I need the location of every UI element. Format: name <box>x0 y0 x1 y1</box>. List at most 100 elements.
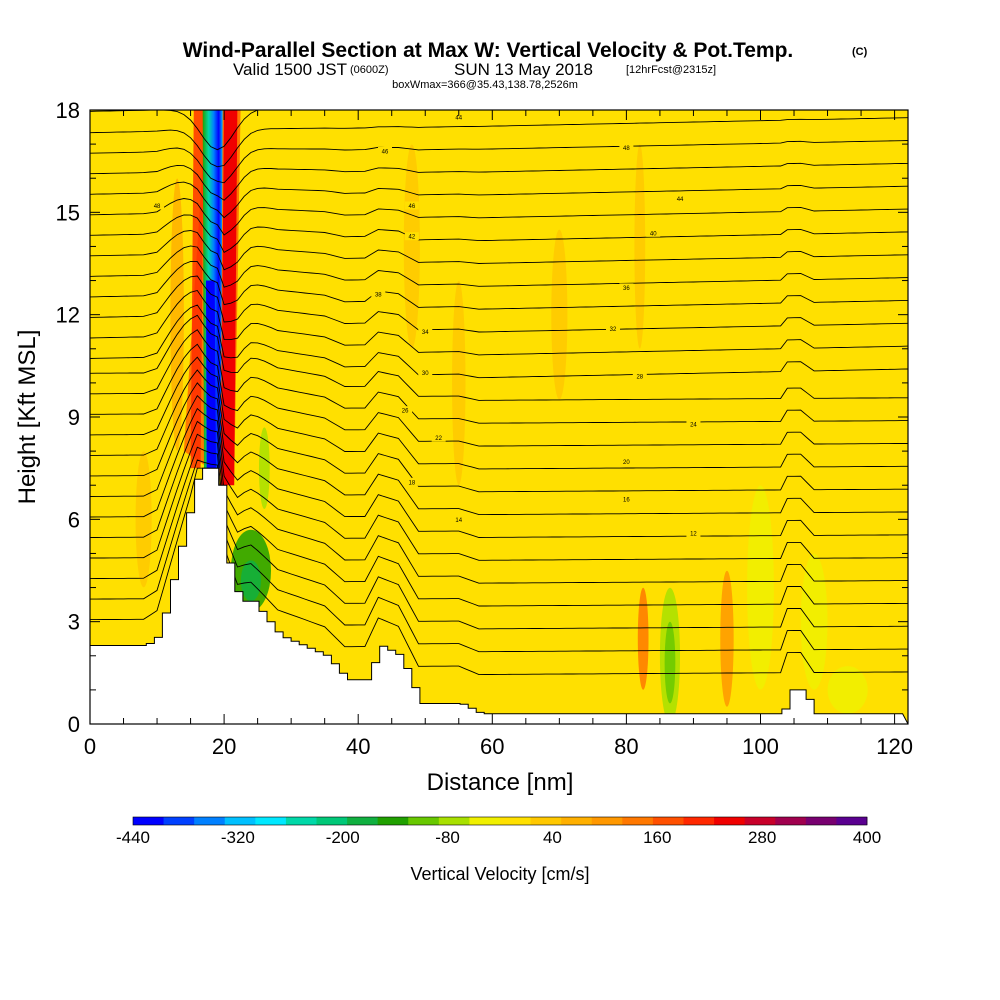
isentrope-label: 46 <box>404 201 419 210</box>
isentrope-label-text: 48 <box>623 146 630 152</box>
colorbar-swatch <box>714 817 746 825</box>
isentrope-label-bg <box>632 372 647 381</box>
isentrope-label-bg <box>398 406 413 415</box>
isentrope-label-text: 36 <box>623 286 630 292</box>
isentrope-label-bg <box>451 515 466 524</box>
isentrope-label-text: 14 <box>455 518 462 524</box>
isentrope-label: 12 <box>686 528 701 537</box>
isentrope-label-bg <box>686 528 701 537</box>
terrain-profile <box>90 467 908 724</box>
y-axis-label: Height [Kft MSL] <box>14 330 41 505</box>
colorbar-swatch <box>194 817 226 825</box>
colorbar-tick-label: 160 <box>643 828 671 847</box>
isentrope-label-bg <box>605 324 620 333</box>
velocity-feature-5 <box>664 621 676 704</box>
isentrope-line <box>90 140 908 184</box>
isentrope-label: 16 <box>619 494 634 503</box>
velocity-feature-9 <box>800 553 828 690</box>
isentrope-label-text: 30 <box>422 371 429 377</box>
isentrope-line <box>90 382 908 516</box>
colorbar-swatch <box>836 817 868 825</box>
isentrope-line <box>90 394 908 538</box>
isentrope-label: 40 <box>646 228 661 237</box>
isentrope-label: 22 <box>431 433 446 442</box>
colorbar-tick-label: -200 <box>326 828 360 847</box>
colorbar-swatch <box>163 817 195 825</box>
colorbar-swatch <box>255 817 287 825</box>
isentrope-label: 36 <box>619 283 634 292</box>
isentrope-line <box>90 214 908 254</box>
y-axis: 0 36 9 12 15 18 <box>56 98 908 737</box>
velocity-feature-11 <box>720 570 734 707</box>
colorbar-tick-label: -80 <box>435 828 460 847</box>
colorbar-swatch <box>377 817 409 825</box>
isentrope-label-bg <box>619 143 634 152</box>
velocity-feature-12 <box>403 144 420 349</box>
colorbar-swatch <box>561 817 593 825</box>
isentrope-line <box>90 329 908 424</box>
isentrope-label-text: 26 <box>402 409 409 415</box>
colorbar-tick-label: 400 <box>853 828 881 847</box>
y-tick-label: 3 <box>68 610 80 635</box>
x-tick-label: 120 <box>876 734 913 759</box>
isentrope-line <box>90 289 908 356</box>
y-tick-label: 0 <box>68 712 80 737</box>
updraft-west <box>190 110 204 469</box>
colorbar-swatch <box>775 817 807 825</box>
isentrope-label-text: 46 <box>382 149 389 155</box>
chart-title-block: Wind-Parallel Section at Max W: Vertical… <box>183 39 868 91</box>
velocity-feature-13 <box>452 280 466 485</box>
colorbar-frame <box>132 816 868 826</box>
isentrope-label-bg <box>371 290 386 299</box>
isentrope-label-bg <box>646 228 661 237</box>
isentrope-label-text: 44 <box>455 115 462 121</box>
isentrope-label-text: 12 <box>690 531 697 537</box>
plot-area: 44 46 48 48 46 44 42 40 38 36 34 32 30 28 26 24 22 20 18 16… <box>90 110 908 724</box>
colorbar-tick-label: -440 <box>116 828 150 847</box>
isentrope-line <box>90 198 908 236</box>
colorbar-tick-label: 40 <box>543 828 562 847</box>
copyright-mark: (C) <box>852 46 868 58</box>
valid-utc: (0600Z) <box>350 64 389 76</box>
isentrope-label-bg <box>686 419 701 428</box>
isentrope-line <box>90 343 908 447</box>
isentrope-label-text: 42 <box>408 235 415 241</box>
y-tick-label: 18 <box>56 98 80 123</box>
isentrope-label-bg <box>619 494 634 503</box>
colorbar-swatch <box>316 817 348 825</box>
isentrope-label-bg <box>431 433 446 442</box>
isentrope-label-text: 22 <box>435 436 442 442</box>
isentrope-line <box>90 245 908 288</box>
y-tick-label: 9 <box>68 405 80 430</box>
chart-title: Wind-Parallel Section at Max W: Vertical… <box>183 39 794 62</box>
colorbar-swatch <box>805 817 837 825</box>
colorbar-swatch <box>591 817 623 825</box>
isentrope-label-text: 18 <box>408 480 415 486</box>
isentrope-label-text: 44 <box>677 197 684 203</box>
isentrope-line <box>90 162 908 201</box>
colorbar-swatch <box>530 817 562 825</box>
colorbar-swatch <box>469 817 501 825</box>
y-tick-label: 15 <box>56 200 80 225</box>
isentrope-labels: 44 46 48 48 46 44 42 40 38 36 34 32 30 28 26 24 22 20 18 16… <box>150 112 701 537</box>
isentrope-label-text: 46 <box>408 204 415 210</box>
x-tick-label: 40 <box>346 734 370 759</box>
colorbar-tick-label: 280 <box>748 828 776 847</box>
colorbar-label: Vertical Velocity [cm/s] <box>410 864 589 884</box>
isentrope-label-bg <box>418 368 433 377</box>
isentrope-line <box>90 275 908 333</box>
velocity-feature-7 <box>634 144 646 349</box>
colorbar-swatch <box>500 817 531 825</box>
x-tick-label: 60 <box>480 734 504 759</box>
isentrope-line <box>90 117 908 168</box>
isentrope-label: 46 <box>378 146 393 155</box>
isentrope-label: 38 <box>371 290 386 299</box>
velocity-feature-8 <box>747 485 774 690</box>
velocity-feature-2 <box>258 427 270 509</box>
colorbar-swatch <box>438 817 470 825</box>
isentrope-label: 32 <box>605 324 620 333</box>
isentrope-line <box>90 356 908 470</box>
isentrope-line <box>90 369 908 493</box>
x-tick-label: 80 <box>614 734 638 759</box>
